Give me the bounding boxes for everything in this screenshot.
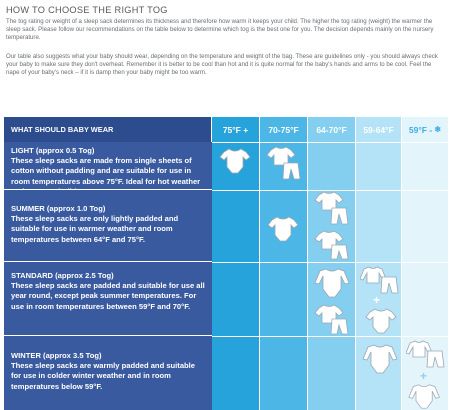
tog-table: WHAT SHOULD BABY WEAR 75°F + 70-75°F 64-… [4, 117, 448, 410]
row-summer-description: These sleep sacks are only lightly padde… [11, 214, 179, 244]
page-title: HOW TO CHOOSE THE RIGHT TOG [6, 5, 168, 15]
tshirt-and-pants-icon [314, 304, 349, 335]
row-standard-description: These sleep sacks are padded and suitabl… [11, 281, 205, 311]
row-standard-heading: STANDARD (approx 2.5 Tog) [11, 271, 114, 280]
header-75-plus: 75°F + [212, 117, 260, 142]
row-light-heading: LIGHT (approx 0.5 Tog) [11, 146, 95, 155]
tshirt-and-pants-icon [314, 230, 349, 260]
long-sleeve-bodysuit-icon [314, 268, 350, 298]
row-standard: STANDARD (approx 2.5 Tog) These sleep sa… [4, 262, 212, 336]
row-winter-description: These sleep sacks are warmly padded and … [11, 361, 196, 391]
long-sleeve-bodysuit-icon [408, 384, 440, 409]
long-sleeve-bodysuit-icon [362, 344, 398, 374]
bodysuit-short-sleeve-icon [219, 148, 251, 174]
row-winter: WINTER (approx 3.5 Tog) These sleep sack… [4, 336, 212, 410]
bodysuit-short-sleeve-icon [267, 216, 299, 242]
header-70-75: 70-75°F [260, 117, 308, 142]
tshirt-and-pants-icon [266, 146, 301, 180]
row-winter-heading: WINTER (approx 3.5 Tog) [11, 351, 102, 360]
tshirt-and-pants-icon [314, 191, 349, 225]
snowflake-icon: ❄ [432, 125, 442, 134]
long-sleeve-top-and-pants-icon [406, 340, 445, 368]
header-59-64: 59-64°F [356, 117, 402, 142]
intro-paragraph-guidelines: Our table also suggests what your baby s… [6, 53, 438, 77]
long-sleeve-top-and-pants-icon [360, 266, 399, 294]
plus-sign: + [373, 293, 381, 307]
row-summer: SUMMER (approx 1.0 Tog) These sleep sack… [4, 190, 212, 262]
header-59-minus-label: 59°F - [408, 124, 433, 135]
intro-paragraph-tog: The tog rating or weight of a sleep sack… [6, 18, 434, 42]
row-light: LIGHT (approx 0.5 Tog) These sleep sacks… [4, 142, 212, 196]
row-summer-heading: SUMMER (approx 1.0 Tog) [11, 204, 106, 213]
bodysuit-short-sleeve-icon [365, 308, 397, 334]
column-64-70 [308, 117, 356, 410]
header-59-minus: 59°F - ❄ [402, 117, 448, 142]
table-header-label: WHAT SHOULD BABY WEAR [4, 117, 212, 142]
header-64-70: 64-70°F [308, 117, 356, 142]
plus-sign: + [420, 369, 428, 383]
